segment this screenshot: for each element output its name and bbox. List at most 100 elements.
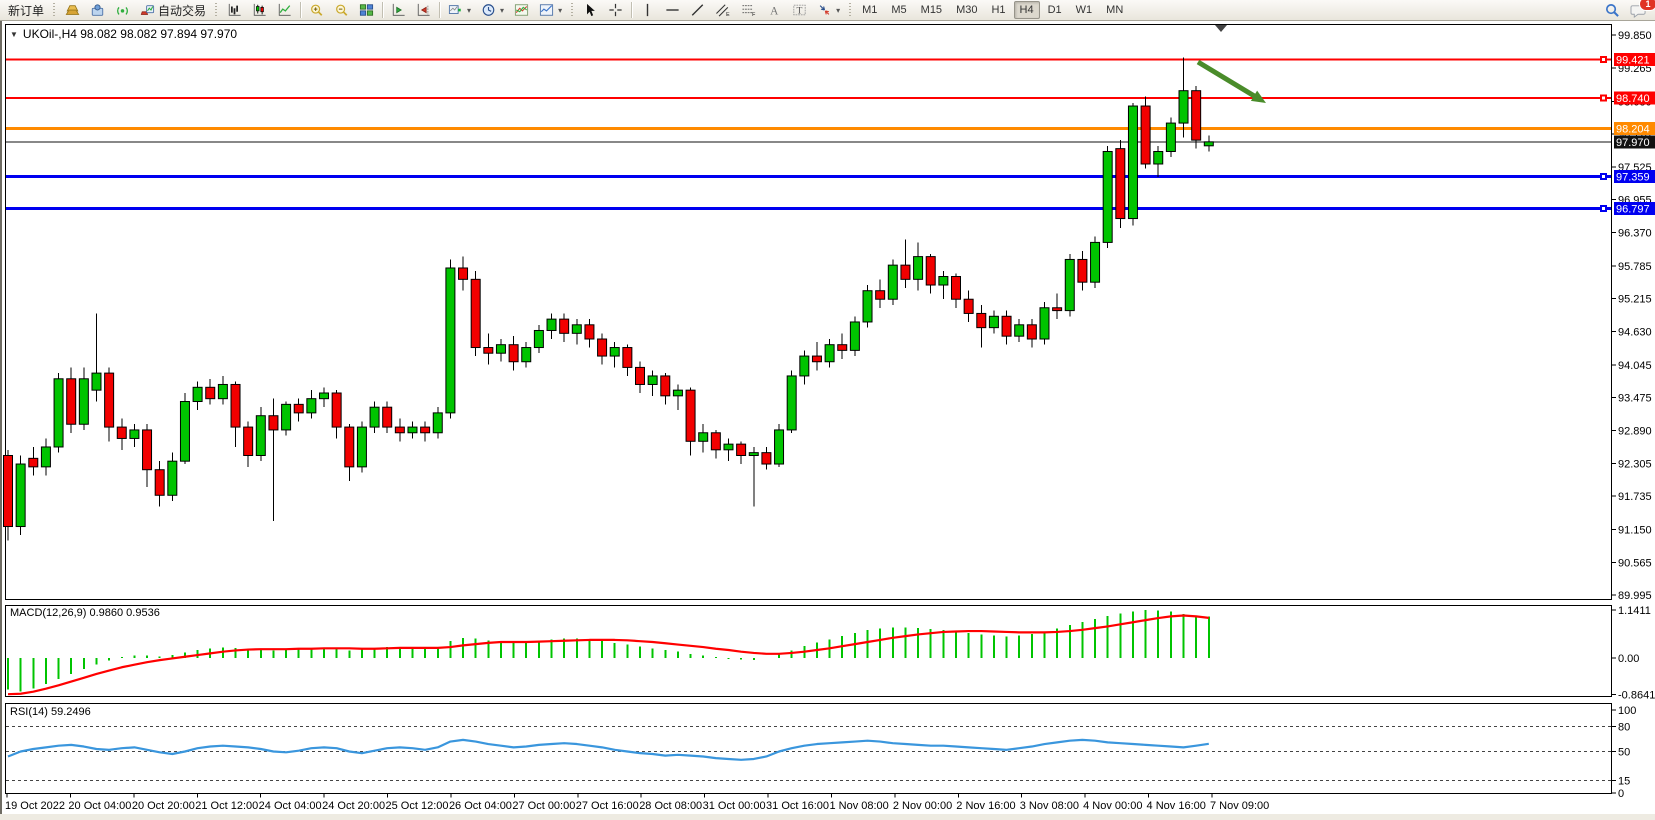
bar-chart-button[interactable] xyxy=(222,0,247,20)
timeframe-button-m1[interactable]: M1 xyxy=(862,4,878,16)
candle xyxy=(483,347,494,354)
candle xyxy=(660,375,671,397)
toolbar-grip[interactable] xyxy=(52,3,58,17)
rsi-pane[interactable] xyxy=(5,703,1612,794)
hosting-button[interactable] xyxy=(85,0,110,20)
cursor-tool-button[interactable] xyxy=(578,0,603,20)
timeframe-button-w1[interactable]: W1 xyxy=(1075,4,1093,16)
timeframe-button-h4[interactable]: H4 xyxy=(1013,1,1040,19)
svg-text:80: 80 xyxy=(1618,722,1630,734)
price-axis: 99.85099.26598.68098.11097.52596.95596.3… xyxy=(1612,30,1652,602)
svg-text:99.850: 99.850 xyxy=(1618,30,1652,42)
vertical-line-tool-button[interactable] xyxy=(635,0,660,20)
text-tool-button[interactable]: A xyxy=(762,0,787,20)
rsi-axis: 100 80 50 150 xyxy=(1612,705,1636,800)
svg-text:50: 50 xyxy=(1618,747,1630,759)
candle xyxy=(1191,90,1202,141)
candles xyxy=(3,57,1214,541)
trendline-tool-button[interactable] xyxy=(685,0,710,20)
line-chart-button[interactable] xyxy=(272,0,297,20)
chat-button[interactable]: 1 xyxy=(1625,0,1655,20)
toolbar-grip[interactable] xyxy=(570,3,576,17)
notification-badge: 1 xyxy=(1639,0,1655,11)
indicators-button[interactable] xyxy=(509,0,534,20)
rsi-indicator-label: RSI(14) 59.2496 xyxy=(10,706,91,718)
candle xyxy=(951,276,961,300)
search-icon xyxy=(1606,3,1619,17)
equidistant-channel-icon: E xyxy=(716,4,730,17)
candle xyxy=(432,412,443,434)
search-button[interactable] xyxy=(1599,0,1625,20)
candlestick-chart-button[interactable] xyxy=(247,0,272,20)
candle xyxy=(559,318,570,334)
trendline-icon xyxy=(691,4,704,16)
autotrading-button[interactable]: 自动交易 xyxy=(135,0,211,20)
new-order-button[interactable]: 新订单 xyxy=(3,0,49,20)
candle xyxy=(1014,324,1025,337)
timeframe-button-m5[interactable]: M5 xyxy=(891,4,907,16)
zoom-in-button[interactable] xyxy=(304,0,329,20)
candle xyxy=(1102,150,1113,243)
toolbar-separator xyxy=(382,2,384,18)
candle xyxy=(293,403,304,414)
candle xyxy=(91,372,102,391)
new-chart-button[interactable]: ▾ xyxy=(443,0,476,20)
chart-window[interactable]: 99.85099.26598.68098.11097.52596.95596.3… xyxy=(0,21,1655,814)
svg-text:95.785: 95.785 xyxy=(1618,261,1652,273)
crosshair-tool-button[interactable] xyxy=(603,0,628,20)
timeframe-button-h1[interactable]: H1 xyxy=(991,4,1006,16)
price-label-98.740: 98.740 xyxy=(1616,93,1650,105)
svg-text:T: T xyxy=(797,6,803,17)
macd-indicator-label: MACD(12,26,9) 0.9860 0.9536 xyxy=(10,607,160,619)
chart-shift-button[interactable] xyxy=(411,0,436,20)
level-lines[interactable] xyxy=(6,58,1611,210)
one-click-toggle-icon[interactable]: ▼ xyxy=(10,30,18,39)
candle xyxy=(988,315,999,329)
timeframe-button-d1[interactable]: D1 xyxy=(1047,4,1062,16)
candle xyxy=(205,386,216,400)
arrows-tool-button[interactable]: ▾ xyxy=(812,0,845,20)
timeframe-button-m30[interactable]: M30 xyxy=(956,4,978,16)
signals-button[interactable] xyxy=(110,0,135,20)
dropdown-caret: ▾ xyxy=(500,5,505,15)
macd-signal-line xyxy=(7,614,1209,696)
price-label-box xyxy=(1614,122,1655,136)
text-label-tool-button[interactable]: T xyxy=(787,0,812,20)
trend-arrow-annotation[interactable] xyxy=(1196,59,1259,100)
timeframe-button-mn[interactable]: MN xyxy=(1106,4,1124,16)
zoom-out-button[interactable] xyxy=(329,0,354,20)
candle xyxy=(710,432,721,451)
time-label: 24 Oct 20:00 xyxy=(322,800,385,812)
fibonacci-tool-button[interactable]: F xyxy=(736,0,762,20)
chart-plot[interactable]: 99.85099.26598.68098.11097.52596.95596.3… xyxy=(2,21,1655,814)
price-label-96.797: 96.797 xyxy=(1616,203,1650,215)
auto-scroll-icon xyxy=(392,3,405,16)
trend-arrow-head xyxy=(1250,90,1266,103)
auto-scroll-button[interactable] xyxy=(386,0,411,20)
candle xyxy=(925,256,936,286)
candle xyxy=(900,264,911,280)
timeframe-button-m15[interactable]: M15 xyxy=(920,4,943,16)
toolbar-grip[interactable] xyxy=(214,3,220,17)
candle xyxy=(445,267,456,414)
channel-tool-button[interactable]: E xyxy=(710,0,736,20)
horizontal-line-tool-button[interactable] xyxy=(660,0,685,20)
chart-shift-marker-icon[interactable] xyxy=(1215,25,1227,32)
templates-button[interactable]: ▾ xyxy=(534,0,567,20)
gold-ingot-button[interactable] xyxy=(60,0,85,20)
time-label: 1 Nov 08:00 xyxy=(829,800,888,812)
candle xyxy=(546,318,557,331)
svg-text:89.995: 89.995 xyxy=(1618,590,1652,602)
candle xyxy=(369,406,380,428)
time-label: 27 Oct 00:00 xyxy=(512,800,575,812)
rsi-line xyxy=(7,738,1209,761)
main-pane[interactable] xyxy=(5,24,1612,600)
time-label: 26 Oct 04:00 xyxy=(449,800,512,812)
tile-windows-button[interactable] xyxy=(354,0,379,20)
time-label: 31 Oct 16:00 xyxy=(766,800,829,812)
candle xyxy=(268,415,279,431)
profiles-button[interactable]: ▾ xyxy=(476,0,509,20)
new-order-label: 新订单 xyxy=(8,3,45,18)
candle xyxy=(129,429,140,439)
toolbar-grip[interactable] xyxy=(848,3,854,17)
